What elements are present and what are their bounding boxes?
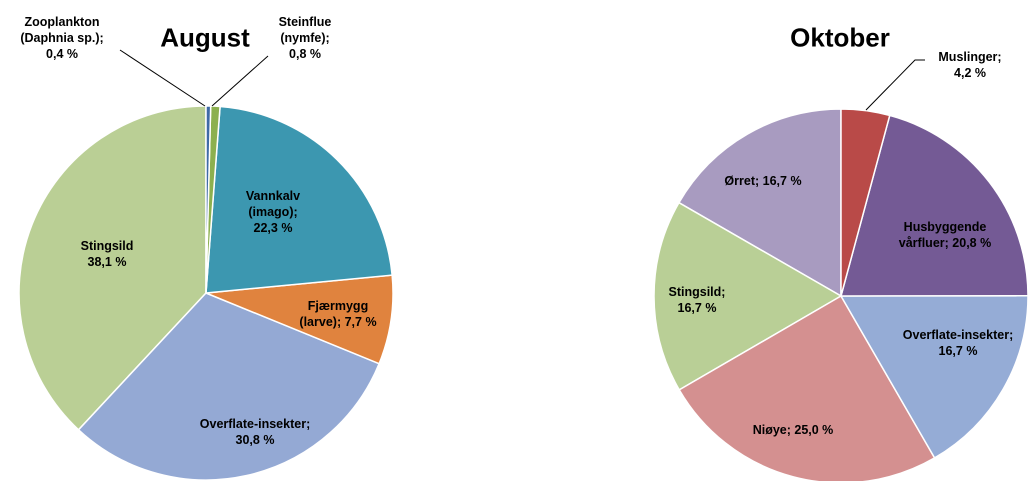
chart-title: August <box>160 22 250 53</box>
slice-value: 30,8 % <box>235 433 275 447</box>
slice-label: Niøye; 25,0 % <box>718 422 868 438</box>
slice-value: 4,2 % <box>954 66 986 80</box>
slice-label: Muslinger; 4,2 % <box>928 49 1013 81</box>
slice-label: Fjærmygg (larve); 7,7 % <box>288 298 388 330</box>
pie-slice <box>653 201 843 391</box>
slice-label: Vannkalv (imago); 22,3 % <box>239 188 307 236</box>
leader-line <box>865 59 925 111</box>
chart-title: Oktober <box>790 22 890 53</box>
pie-slice <box>678 294 936 481</box>
slice-label: Steinflue (nymfe); 0,8 % <box>268 14 343 62</box>
pie-slice <box>18 105 207 431</box>
slice-value: 7,7 % <box>344 315 377 329</box>
slice-category: Fjærmygg (larve); <box>299 299 369 329</box>
pie-slice <box>205 105 393 294</box>
slice-category: Husbyggende vårfluer; <box>898 220 987 250</box>
slice-category: Stingsild; <box>668 285 726 299</box>
slice-category: Vannkalv (imago); <box>245 189 301 219</box>
pie-slice <box>77 292 381 481</box>
slice-label: Husbyggende vårfluer; 20,8 % <box>898 219 993 251</box>
slice-value: 16,7 % <box>762 174 802 188</box>
slice-category: Stingsild <box>80 239 134 253</box>
slice-category: Overflate-insekter; <box>902 328 1014 342</box>
slice-label: Stingsild 38,1 % <box>76 238 138 270</box>
slice-value: 20,8 % <box>952 236 992 250</box>
leader-line <box>119 49 206 107</box>
slice-value: 22,3 % <box>253 221 293 235</box>
slice-value: 38,1 % <box>87 255 127 269</box>
pie-slice <box>840 114 1029 297</box>
pie-slice <box>205 105 212 294</box>
slice-value: 0,4 % <box>46 47 78 61</box>
slice-label: Overflate-insekter; 16,7 % <box>902 327 1014 359</box>
slice-label: Ørret; 16,7 % <box>688 173 838 189</box>
slice-value: 16,7 % <box>938 344 978 358</box>
slice-category: Steinflue (nymfe); <box>278 15 332 45</box>
slice-label: Stingsild; 16,7 % <box>661 284 733 316</box>
slice-label: Overflate-insekter; 30,8 % <box>198 416 313 448</box>
slice-category: Niøye; <box>752 423 791 437</box>
slice-value: 25,0 % <box>794 423 834 437</box>
slice-category: Ørret; <box>724 174 760 188</box>
leader-line <box>211 55 269 107</box>
pie-slice <box>677 108 842 298</box>
slice-category: Overflate-insekter; <box>199 417 311 431</box>
slice-category: Muslinger; <box>938 50 1002 64</box>
pie-slice <box>839 294 1029 459</box>
slice-category: Zooplankton (Daphnia sp.); <box>20 15 104 45</box>
slice-label: Zooplankton (Daphnia sp.); 0,4 % <box>5 14 120 62</box>
slice-value: 16,7 % <box>677 301 717 315</box>
slice-value: 0,8 % <box>289 47 321 61</box>
pie-slice <box>840 108 891 297</box>
